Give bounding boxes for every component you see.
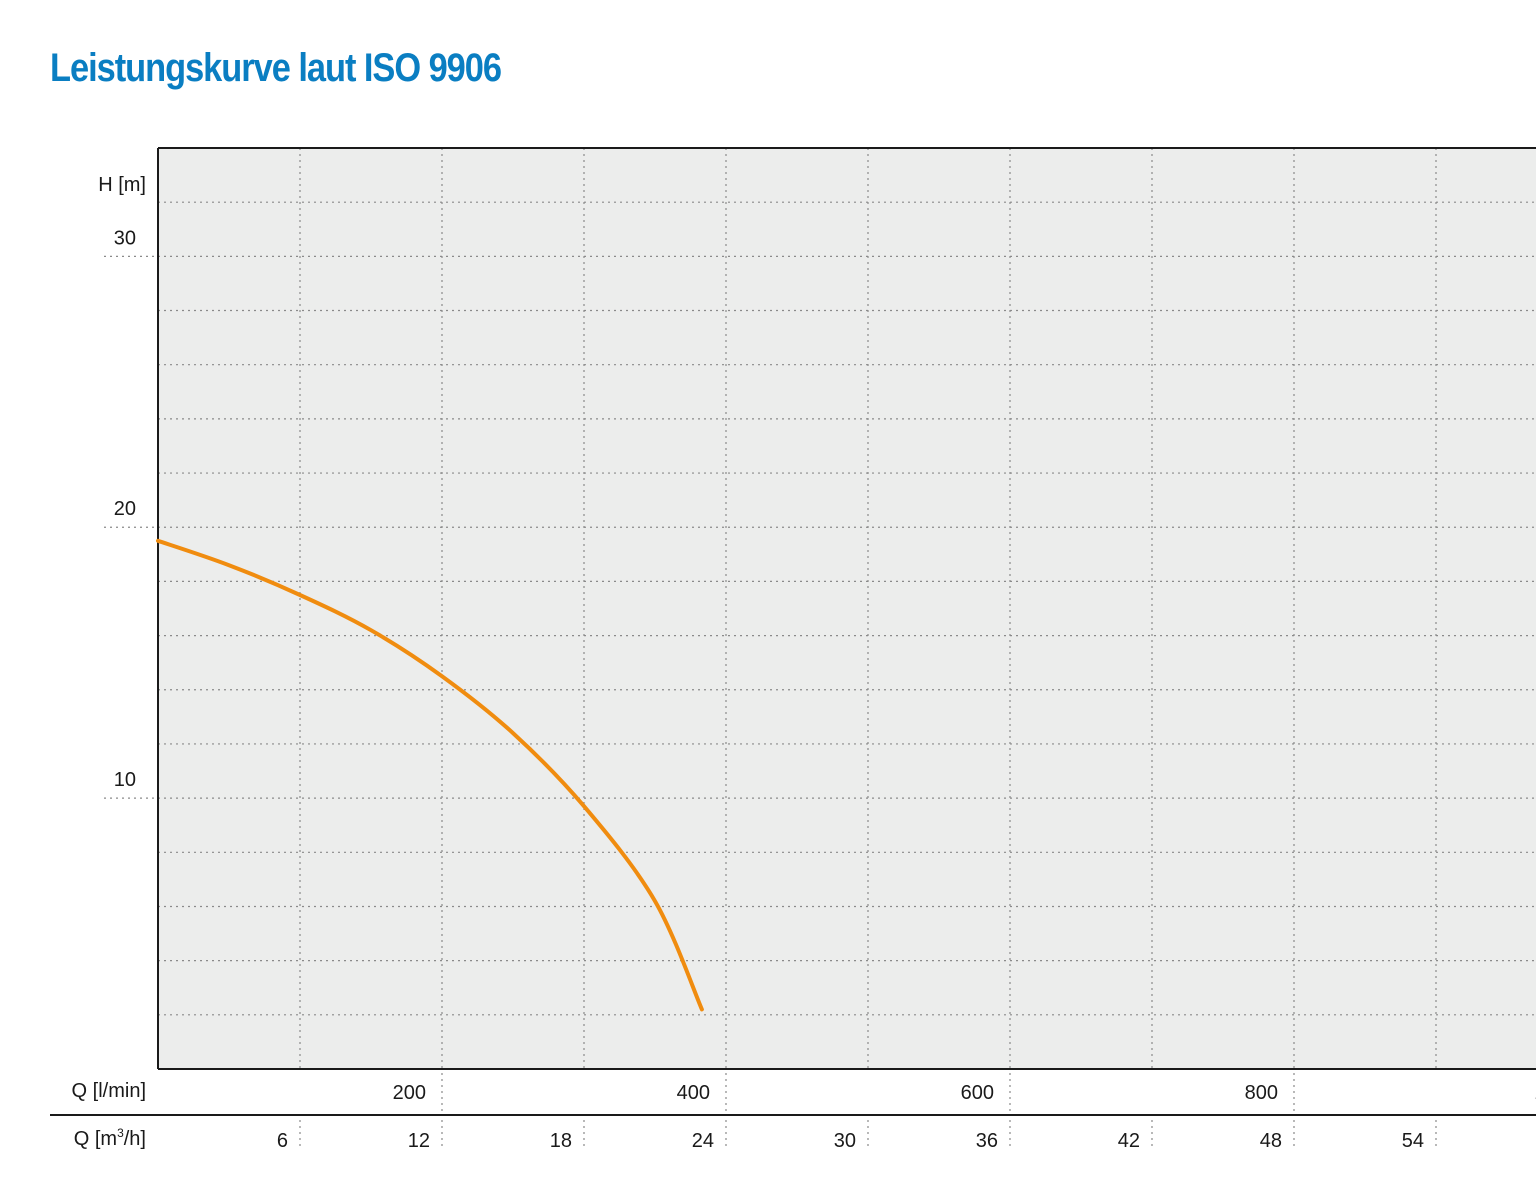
- x-tick-label: 400: [677, 1082, 710, 1104]
- x-tick-label: 600: [961, 1082, 994, 1104]
- y-tick-label: 30: [114, 227, 136, 249]
- x-secondary-tick-label: 12: [408, 1130, 430, 1152]
- plot-area: [158, 148, 1536, 1069]
- y-axis-label: H [m]: [98, 174, 146, 196]
- y-tick-label: 10: [114, 769, 136, 791]
- x-axis-secondary-label-sup: 3: [117, 1126, 124, 1140]
- y-tick-label: 20: [114, 498, 136, 520]
- x-secondary-tick-label: 30: [834, 1130, 856, 1152]
- x-tick-label: 200: [393, 1082, 426, 1104]
- series-lines: [156, 538, 704, 1012]
- x-secondary-tick-label: 6: [277, 1130, 288, 1152]
- x-axis-secondary-label-base: Q [m: [74, 1128, 117, 1150]
- x-secondary-tick-label: 42: [1118, 1130, 1140, 1152]
- x-secondary-tick-label: 36: [976, 1130, 998, 1152]
- pump-curve-line: [156, 538, 704, 1012]
- x-secondary-tick-label: 24: [692, 1130, 714, 1152]
- axis-labels: H [m] Q [l/min] Q [m3/h]: [72, 174, 146, 1150]
- x-secondary-tick-label: 18: [550, 1130, 572, 1152]
- tick-labels: 30 20 10 200 400 600 800 1.0 6 12 18 24 30 36 42 48 54: [114, 227, 1536, 1152]
- x-axis-label: Q [l/min]: [72, 1080, 146, 1102]
- x-secondary-tick-label: 54: [1402, 1130, 1424, 1152]
- x-axis-secondary-label: Q [m3/h]: [74, 1126, 146, 1150]
- x-tick-label: 1.0: [1534, 1082, 1536, 1104]
- x-axis-secondary-label-tail: /h]: [124, 1128, 146, 1150]
- x-secondary-tick-label: 48: [1260, 1130, 1282, 1152]
- axes: [50, 147, 1536, 1116]
- chart-title: Leistungskurve laut ISO 9906: [50, 46, 502, 90]
- x-tick-label: 800: [1245, 1082, 1278, 1104]
